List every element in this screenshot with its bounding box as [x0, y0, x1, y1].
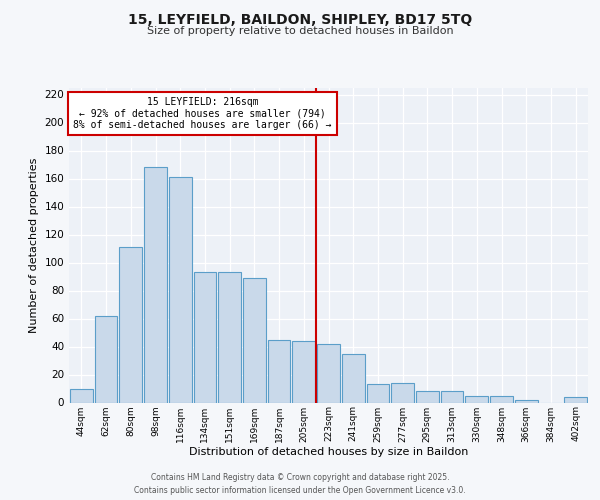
Bar [70, 388, 93, 402]
Text: 15, LEYFIELD, BAILDON, SHIPLEY, BD17 5TQ: 15, LEYFIELD, BAILDON, SHIPLEY, BD17 5TQ [128, 12, 472, 26]
Bar [194, 272, 216, 402]
X-axis label: Distribution of detached houses by size in Baildon: Distribution of detached houses by size … [189, 447, 468, 457]
Text: Contains HM Land Registry data © Crown copyright and database right 2025.
Contai: Contains HM Land Registry data © Crown c… [134, 474, 466, 495]
Bar [564, 397, 587, 402]
Bar [416, 392, 439, 402]
Bar [292, 341, 315, 402]
Bar [391, 383, 414, 402]
Bar [95, 316, 118, 402]
Bar [144, 168, 167, 402]
Bar [441, 392, 463, 402]
Bar [268, 340, 290, 402]
Bar [317, 344, 340, 402]
Bar [218, 272, 241, 402]
Bar [119, 247, 142, 402]
Text: 15 LEYFIELD: 216sqm
← 92% of detached houses are smaller (794)
8% of semi-detach: 15 LEYFIELD: 216sqm ← 92% of detached ho… [73, 98, 332, 130]
Text: Size of property relative to detached houses in Baildon: Size of property relative to detached ho… [146, 26, 454, 36]
Bar [466, 396, 488, 402]
Y-axis label: Number of detached properties: Number of detached properties [29, 158, 39, 332]
Bar [490, 396, 513, 402]
Bar [367, 384, 389, 402]
Bar [243, 278, 266, 402]
Bar [342, 354, 365, 403]
Bar [169, 177, 191, 402]
Bar [515, 400, 538, 402]
